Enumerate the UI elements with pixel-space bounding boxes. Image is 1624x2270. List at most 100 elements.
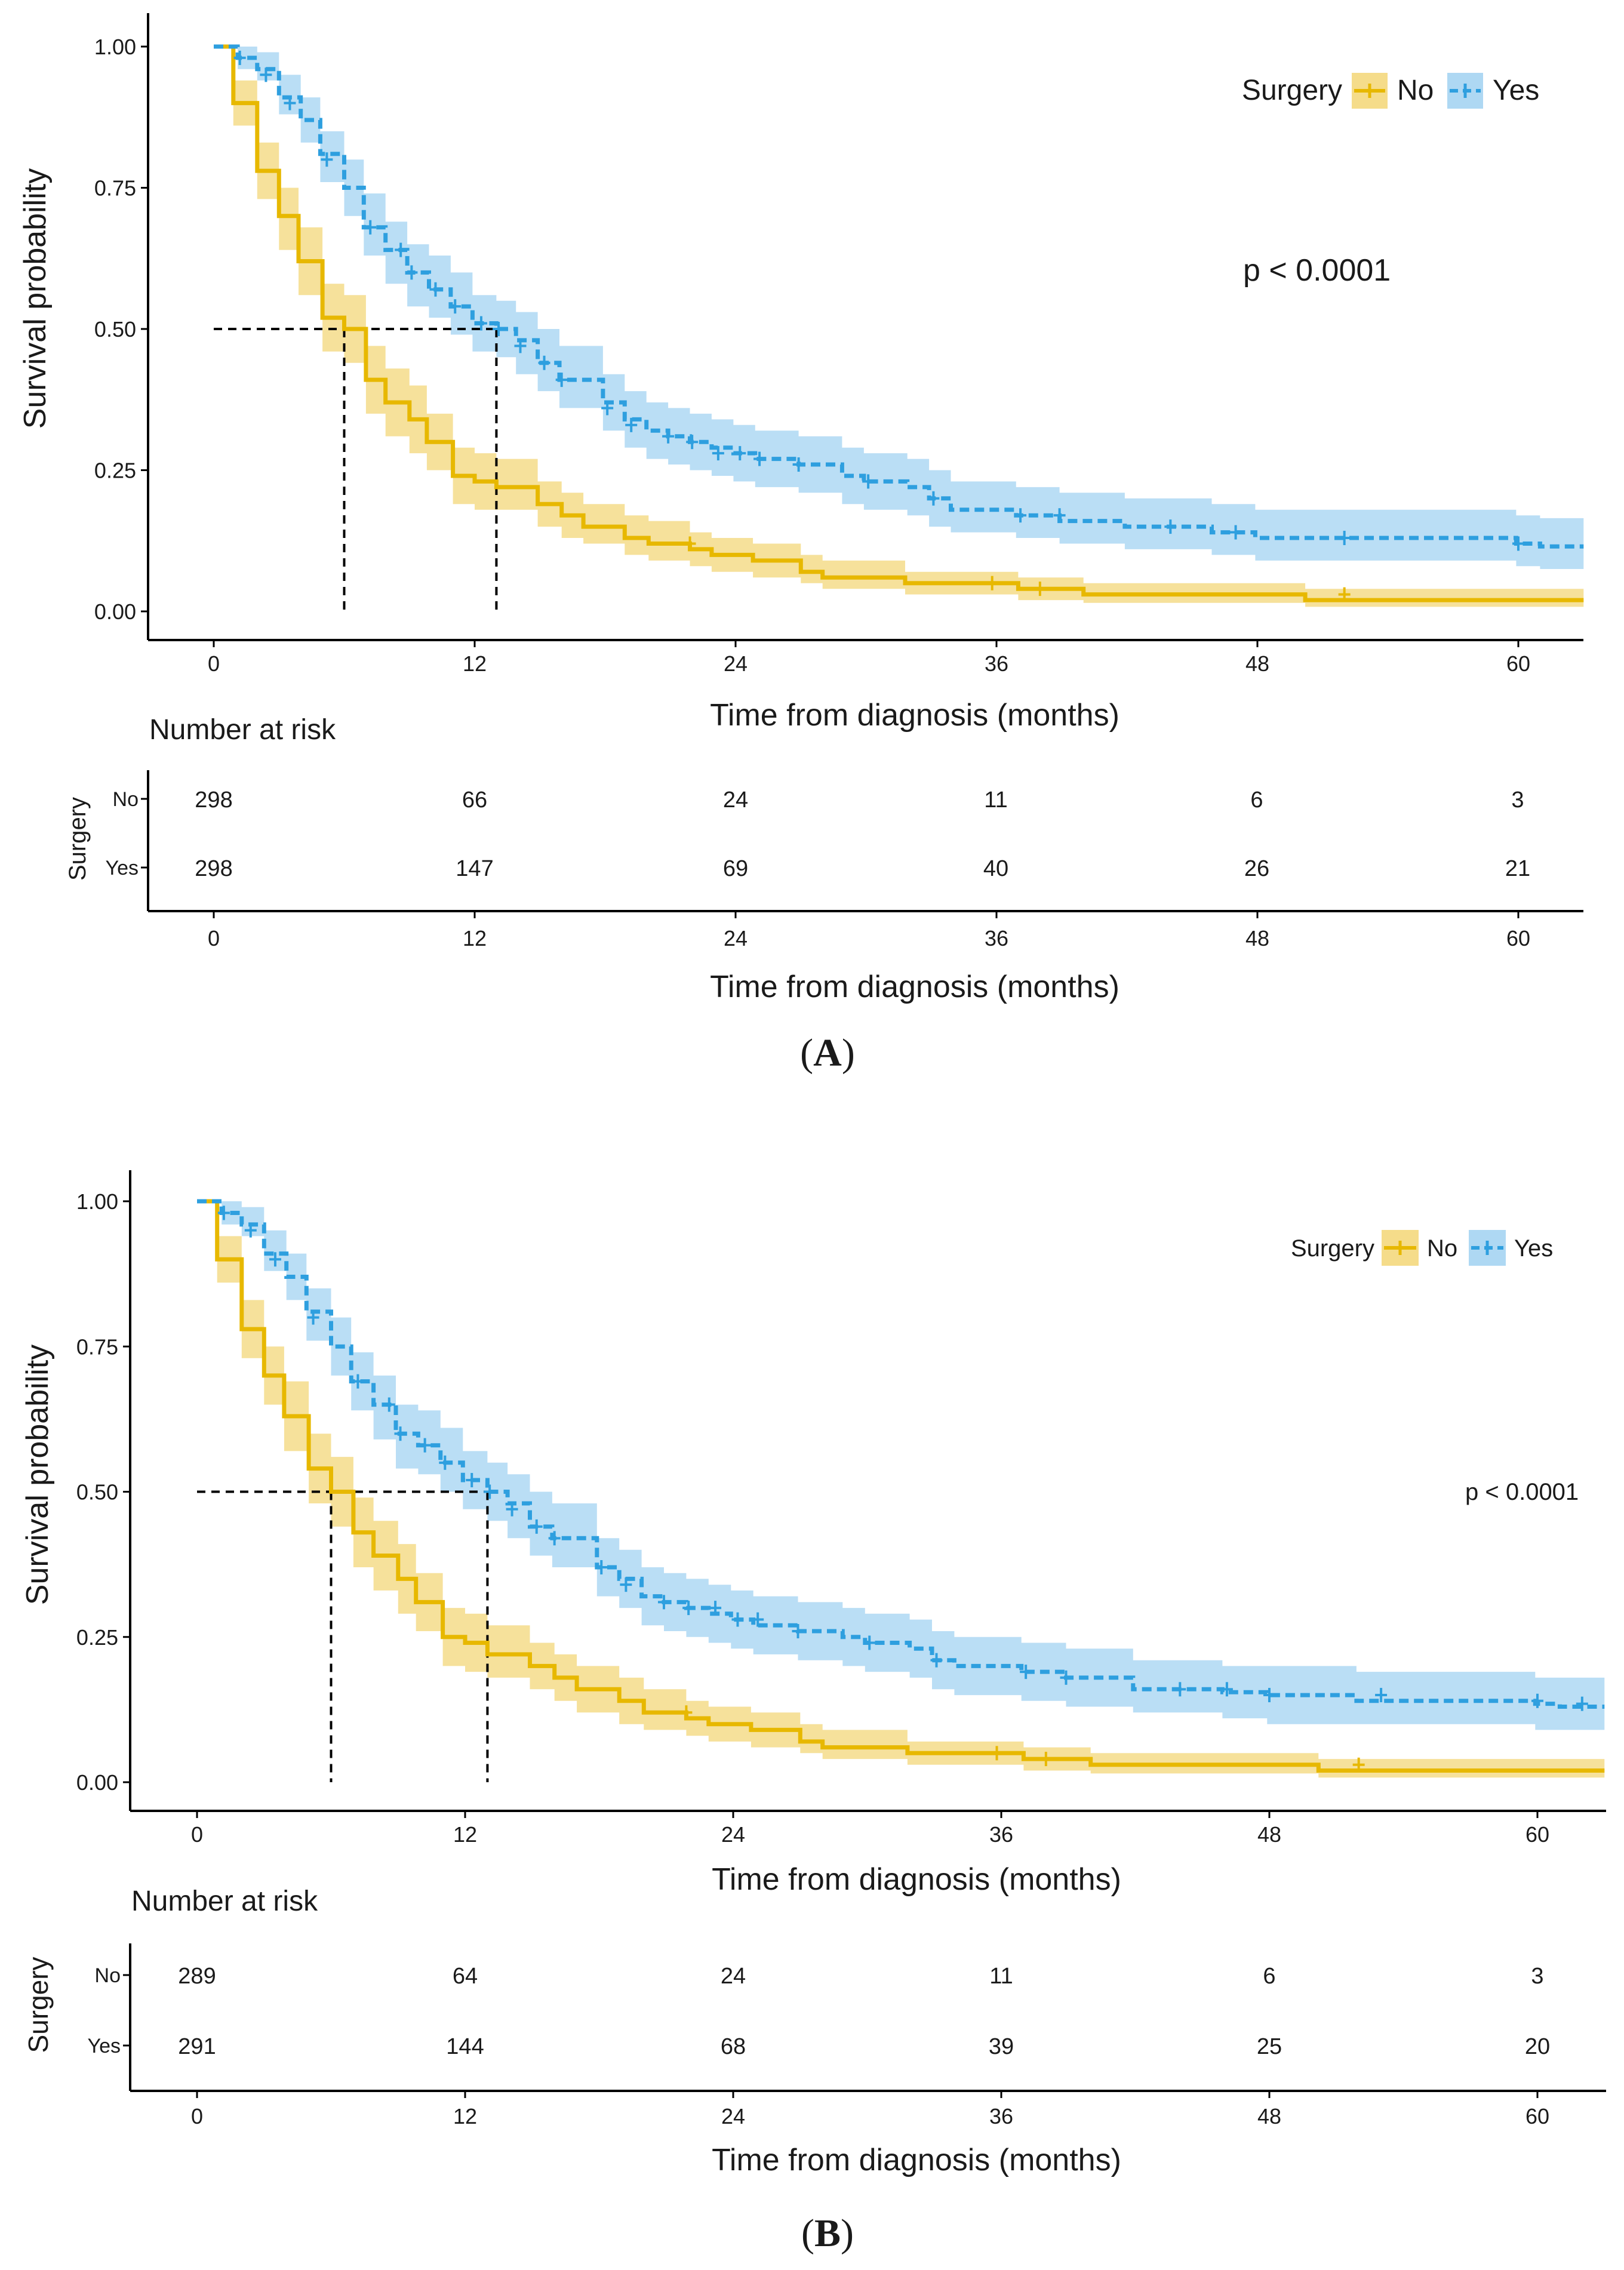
panel-a-risk-no-values: 298 66 24 11 6 3 — [195, 788, 1524, 813]
panel-b-yes-censor-mark — [530, 1519, 543, 1534]
panel-a-legend-no-label: No — [1397, 75, 1434, 106]
panel-b-yes-censor-mark — [548, 1531, 561, 1546]
panel-a-risk-row-no: No — [113, 788, 139, 811]
x-tick-label: 24 — [724, 651, 748, 676]
panel-a-risk-yes-values: 298 147 69 40 26 21 — [195, 856, 1530, 881]
panel-b-yes-censor-mark — [439, 1455, 451, 1470]
panel-a-risk-yes-0: 298 — [195, 856, 232, 881]
panel-a-yes-censor-mark — [514, 339, 527, 353]
panel-b-yes-censor-mark — [1060, 1670, 1072, 1685]
panel-a-censor-marks — [233, 50, 1524, 602]
panel-a-pvalue: p < 0.0001 — [1243, 253, 1391, 288]
panel-b-risk-x-axis-label: Time from diagnosis (months) — [712, 2143, 1121, 2177]
panel-a-yes-censor-mark — [260, 67, 272, 82]
risk-x-tick-label: 60 — [1506, 926, 1530, 951]
panel-b-yes-censor-mark — [752, 1612, 764, 1627]
panel-a-risk-x-axis-label: Time from diagnosis (months) — [710, 970, 1119, 1004]
panel-a-yes-censor-mark — [555, 373, 568, 387]
panel-a-legend-yes-label: Yes — [1493, 75, 1539, 106]
panel-b-yes-censor-mark — [1174, 1682, 1186, 1697]
panel-a-yes-censor-mark — [538, 355, 550, 370]
panel-b-no-censor-mark — [680, 1705, 693, 1720]
risk-x-tick-label: 36 — [985, 926, 1008, 951]
panel-a-yes-censor-mark — [1229, 525, 1242, 540]
panel-a-yes-censor-mark — [475, 316, 487, 331]
panel-a-yes-censor-mark — [1512, 536, 1524, 551]
panel-a-risk-no-60: 3 — [1511, 788, 1524, 813]
x-tick-label: 24 — [721, 1822, 745, 1847]
panel-a-yes-censor-mark — [233, 50, 246, 65]
panel-b-yes-censor-mark — [863, 1635, 876, 1650]
panel-b-yes-censor-mark — [595, 1560, 608, 1574]
y-tick-label: 0.00 — [76, 1770, 118, 1795]
panel-a-risk-yes-48: 26 — [1244, 856, 1269, 881]
panel-a-no-censor-mark — [1338, 587, 1351, 602]
panel-a-risk-no-12: 66 — [462, 788, 487, 813]
panel-b-yes-censor-mark — [307, 1310, 319, 1325]
panel-a-yes-censor-mark — [625, 417, 638, 432]
panel-b-yes-censor-mark — [217, 1205, 230, 1220]
risk-x-tick-label: 12 — [453, 2104, 477, 2128]
risk-x-tick-label: 36 — [989, 2104, 1013, 2128]
panel-b-yes-censor-mark — [1576, 1696, 1588, 1711]
panel-b-risk-no-12: 64 — [453, 1964, 478, 1989]
panel-a-axes: 0.00 0.25 0.50 0.75 1.00 0 12 24 36 48 60 — [94, 13, 1583, 676]
panel-b-no-ci-band — [197, 1236, 1605, 1782]
panel-a-yes-censor-mark — [405, 265, 418, 280]
panel-a-risk-yes-60: 21 — [1505, 856, 1530, 881]
panel-b-yes-censor-mark — [1375, 1688, 1388, 1703]
panel-b-yes-censor-mark — [682, 1601, 695, 1616]
panel-b-yes-censor-mark — [352, 1374, 364, 1389]
panel-b-yes-censor-mark — [1531, 1693, 1543, 1708]
panel-a-risk-row-yes: Yes — [106, 857, 139, 879]
panel-b-yes-censor-mark — [466, 1473, 478, 1488]
panel-b-caption-letter: B — [814, 2211, 841, 2255]
panel-b-bands — [197, 1201, 1605, 1782]
y-tick-label: 0.25 — [76, 1625, 118, 1650]
panel-a-risk-yes-36: 40 — [983, 856, 1008, 881]
x-tick-label: 0 — [208, 651, 220, 676]
panel-b-yes-censor-mark — [484, 1484, 496, 1499]
panel-b-yes-censor-mark — [1020, 1665, 1032, 1680]
panel-a-no-censor-mark — [684, 536, 696, 551]
panel-a-risk-no-36: 11 — [984, 788, 1007, 813]
risk-x-tick-label: 48 — [1257, 2104, 1281, 2128]
panel-a-caption-letter: A — [813, 1031, 842, 1075]
x-tick-label: 0 — [191, 1822, 203, 1847]
risk-x-tick-label: 60 — [1525, 2104, 1549, 2128]
panel-a-legend-title: Surgery — [1242, 75, 1342, 106]
panel-b-risk-no-0: 289 — [178, 1964, 216, 1989]
panel-b-risk-yes-48: 25 — [1257, 2034, 1282, 2059]
y-tick-label: 1.00 — [94, 35, 136, 59]
panel-a-y-axis-label: Survival probability — [18, 168, 53, 429]
panel-a-no-censor-mark — [1034, 582, 1046, 596]
panel-a-yes-censor-mark — [734, 446, 746, 461]
panel-b-risk-yes-12: 144 — [446, 2034, 484, 2059]
y-tick-label: 1.00 — [76, 1189, 118, 1214]
panel-b-legend-no-label: No — [1427, 1235, 1457, 1262]
panel-b-legend-title: Surgery — [1291, 1235, 1374, 1262]
panel-b-risk-row-yes: Yes — [88, 2035, 121, 2057]
panel-a-yes-censor-mark — [1053, 508, 1066, 523]
panel-a-risk-no-48: 6 — [1250, 788, 1263, 813]
panel-b-yes-censor-mark — [269, 1252, 281, 1267]
panel-b-yes-censor-mark — [620, 1577, 632, 1592]
panel-a-yes-censor-mark — [429, 282, 442, 297]
panel-a-yes-censor-mark — [753, 451, 766, 466]
x-tick-label: 48 — [1245, 651, 1269, 676]
panel-b-risk-axes: 0 12 24 36 48 60 — [129, 1943, 1606, 2128]
panel-b-yes-censor-mark — [506, 1502, 518, 1517]
panel-b-yes-ci-band — [197, 1201, 1605, 1730]
panel-a-yes-censor-mark — [493, 322, 505, 336]
panel-b-yes-censor-mark — [658, 1595, 670, 1610]
x-tick-label: 36 — [989, 1822, 1013, 1847]
risk-x-tick-label: 12 — [463, 926, 487, 951]
panel-b-risk-yes-24: 68 — [721, 2034, 746, 2059]
panel-b-risk-row-no: No — [95, 1964, 121, 1987]
risk-x-tick-label: 24 — [721, 2104, 745, 2128]
panel-b-yes-censor-mark — [1263, 1688, 1275, 1703]
panel-b-risk-no-48: 6 — [1263, 1964, 1275, 1989]
y-tick-label: 0.50 — [76, 1480, 118, 1505]
panel-a-yes-censor-mark — [364, 220, 377, 235]
panel-a-median-lines — [214, 328, 498, 611]
